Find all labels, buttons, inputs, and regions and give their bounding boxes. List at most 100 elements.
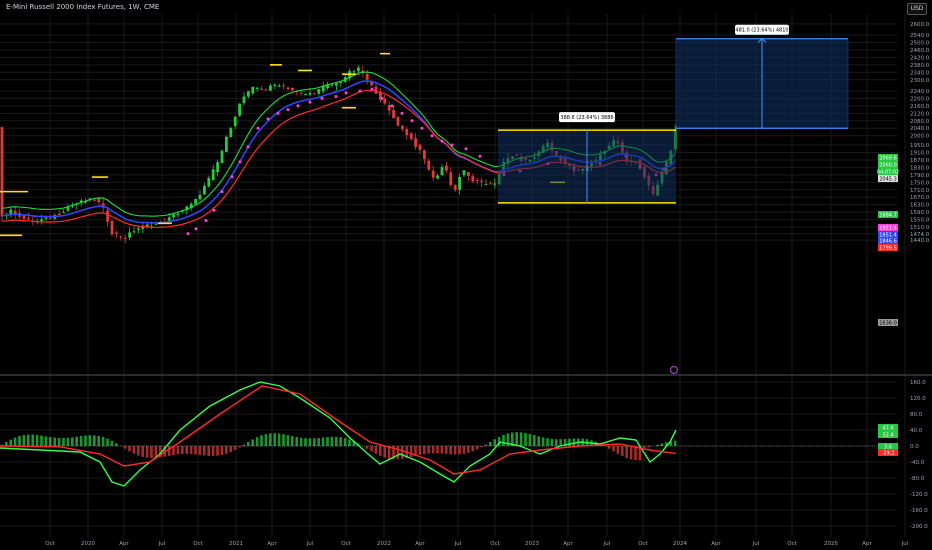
- candle-body: [247, 91, 250, 97]
- trailing-stop-dot: [296, 104, 300, 108]
- measure-label-bg: [559, 112, 615, 123]
- macd-value-label-bg: [878, 424, 898, 431]
- y-tick-label: 2300.0: [910, 78, 930, 84]
- macd-histogram-bar: [172, 446, 175, 456]
- candle-body: [115, 232, 118, 234]
- macd-y-tick-label: 0.0: [910, 444, 919, 450]
- macd-histogram-bar: [277, 433, 281, 446]
- macd-histogram-bar: [660, 443, 664, 446]
- macd-histogram-bar: [260, 435, 263, 446]
- y-tick-label: 2540.0: [910, 33, 930, 39]
- trailing-stop-dot: [220, 190, 224, 194]
- macd-y-tick-label: -200.0: [910, 524, 928, 530]
- candle-body: [431, 170, 435, 178]
- macd-histogram-bar: [343, 438, 347, 446]
- x-tick-label: 2023: [525, 541, 539, 547]
- macd-histogram-bar: [181, 446, 184, 454]
- macd-histogram-bar: [365, 446, 369, 449]
- macd-histogram-bar: [374, 446, 378, 454]
- candle-body: [137, 228, 140, 230]
- macd-histogram-bar: [123, 446, 127, 449]
- candle-body: [264, 89, 268, 91]
- macd-histogram-bar: [207, 446, 210, 456]
- trailing-stop-dot: [420, 126, 424, 130]
- trailing-stop-dot: [204, 219, 208, 223]
- candle-body: [313, 93, 316, 95]
- macd-histogram-bar: [669, 441, 672, 446]
- macd-histogram-bar: [436, 446, 439, 454]
- candle-body: [110, 220, 114, 235]
- macd-histogram-bar: [304, 438, 307, 446]
- macd-histogram-bar: [427, 446, 430, 454]
- macd-histogram-bar: [392, 446, 395, 460]
- y-tick-label: 2160.0: [910, 104, 930, 110]
- currency-button[interactable]: USD: [907, 3, 927, 15]
- macd-histogram-bar: [348, 439, 351, 446]
- macd-histogram-bar: [189, 446, 193, 455]
- macd-histogram-bar: [93, 435, 96, 446]
- candle-body: [291, 87, 294, 91]
- trailing-stop-dot: [450, 143, 454, 147]
- price-label-bg: [878, 244, 898, 251]
- macd-histogram-bar: [247, 441, 250, 446]
- y-tick-label: 2600.0: [910, 22, 930, 28]
- candle-body: [194, 199, 197, 204]
- trailing-stop-dot: [286, 108, 290, 112]
- trailing-stop-dot: [430, 134, 434, 138]
- macd-histogram-bar: [75, 436, 78, 446]
- candle-body: [97, 198, 101, 203]
- macd-histogram-bar: [638, 446, 642, 461]
- y-tick-label: 1950.0: [910, 143, 930, 149]
- macd-histogram-bar: [97, 435, 100, 446]
- y-tick-label: 1510.0: [910, 225, 930, 231]
- macd-histogram-bar: [335, 436, 338, 446]
- trailing-stop-dot: [334, 95, 338, 99]
- price-label-bg: [878, 231, 898, 238]
- candle-body: [471, 176, 475, 182]
- y-tick-label: 1790.0: [910, 173, 930, 179]
- x-tick-label: Apr: [563, 541, 573, 547]
- macd-histogram-bar: [387, 446, 391, 459]
- macd-histogram-bar: [563, 439, 567, 446]
- candle-body: [449, 172, 453, 186]
- macd-histogram-bar: [273, 433, 276, 446]
- macd-histogram-bar: [57, 437, 61, 446]
- macd-histogram-bar: [330, 436, 334, 446]
- macd-histogram-bar: [449, 446, 452, 455]
- macd-histogram-bar: [255, 437, 259, 446]
- candle-body: [40, 219, 43, 222]
- price-label: 1636.0: [879, 321, 897, 327]
- candle-body: [427, 160, 431, 170]
- macd-histogram-bar: [308, 438, 312, 446]
- candle-body: [220, 150, 224, 164]
- candle-body: [62, 212, 65, 214]
- macd-histogram-bar: [475, 446, 479, 450]
- trailing-stop-dot: [230, 175, 234, 179]
- macd-histogram-bar: [167, 446, 171, 456]
- macd-histogram-bar: [418, 446, 422, 455]
- candle-body: [154, 223, 158, 225]
- macd-histogram-bar: [185, 446, 188, 454]
- projection-arrow-head: [757, 38, 767, 43]
- price-label-bg: [878, 175, 898, 182]
- macd-histogram-bar: [546, 438, 549, 446]
- candle-body: [467, 172, 470, 176]
- candle-body: [172, 214, 175, 218]
- macd-value-label: 3.6: [884, 445, 892, 451]
- trailing-stop-dot: [380, 96, 384, 100]
- macd-histogram-bar: [634, 446, 637, 461]
- candle-body: [458, 176, 461, 190]
- price-label: 2045.3: [879, 177, 897, 183]
- macd-histogram-bar: [519, 432, 523, 446]
- candle-body: [132, 231, 136, 233]
- candle-body: [396, 116, 400, 126]
- candle-body: [383, 98, 387, 104]
- macd-histogram-bar: [27, 434, 30, 446]
- macd-histogram-bar: [409, 446, 413, 457]
- macd-histogram-bar: [299, 437, 303, 446]
- candle-body: [299, 92, 303, 94]
- candle-body: [167, 217, 171, 221]
- macd-histogram-bar: [524, 432, 527, 446]
- macd-histogram-bar: [216, 446, 219, 456]
